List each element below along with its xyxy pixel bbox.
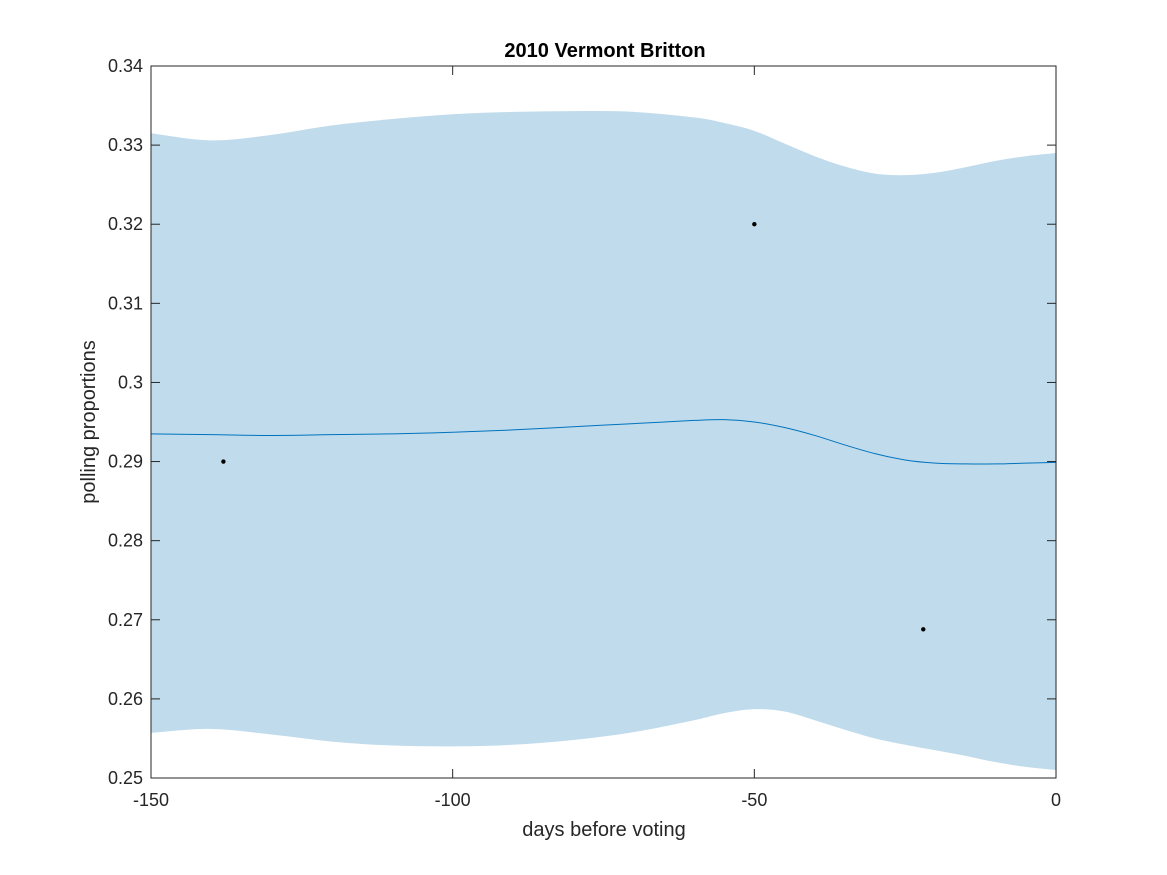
y-axis: 0.25 0.26 0.27 0.28 0.29 0.3 0.31 0.32 0.33 0.34 (108, 56, 1056, 788)
poll-points-group (221, 222, 926, 632)
mean-line-group (150, 419, 1057, 465)
y-tick-label: 0.3 (118, 372, 143, 392)
y-tick-label: 0.32 (108, 214, 143, 234)
poll-point (752, 222, 757, 227)
poll-point (221, 459, 226, 464)
confidence-band (151, 111, 1056, 771)
y-axis-label: polling proportions (78, 340, 100, 503)
x-axis: -150 -100 -50 0 (133, 66, 1061, 810)
x-tick-label: 0 (1051, 790, 1061, 810)
confidence-band-group (151, 111, 1056, 771)
y-tick-label: 0.33 (108, 135, 143, 155)
y-tick-label: 0.25 (108, 768, 143, 788)
y-tick-label: 0.34 (108, 56, 143, 76)
y-tick-label: 0.29 (108, 452, 143, 472)
y-tick-label: 0.27 (108, 610, 143, 630)
chart-title: 2010 Vermont Britton (504, 40, 705, 62)
y-tick-label: 0.26 (108, 689, 143, 709)
axes-box (150, 65, 1057, 779)
x-tick-label: -100 (435, 790, 471, 810)
x-axis-label: days before voting (522, 819, 685, 841)
poll-point (921, 627, 926, 632)
mean-line (150, 419, 1057, 465)
x-tick-label: -50 (741, 790, 767, 810)
y-tick-label: 0.28 (108, 531, 143, 551)
y-tick-label: 0.31 (108, 293, 143, 313)
x-tick-label: -150 (133, 790, 169, 810)
